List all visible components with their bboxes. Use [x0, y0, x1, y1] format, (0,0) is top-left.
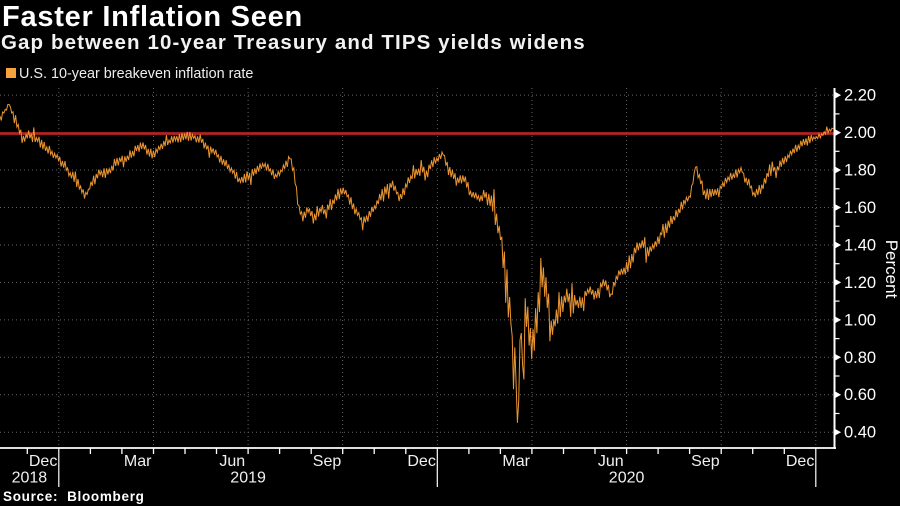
svg-text:2019: 2019: [230, 470, 266, 487]
svg-text:Mar: Mar: [124, 453, 152, 470]
svg-text:2020: 2020: [609, 470, 645, 487]
svg-text:Jun: Jun: [598, 453, 624, 470]
svg-text:1.00: 1.00: [844, 311, 876, 329]
svg-text:Percent: Percent: [882, 240, 900, 299]
svg-text:1.60: 1.60: [844, 199, 876, 217]
svg-text:Dec: Dec: [407, 453, 435, 470]
svg-text:2.00: 2.00: [844, 124, 876, 142]
svg-text:1.20: 1.20: [844, 274, 876, 292]
svg-text:Sep: Sep: [691, 453, 720, 470]
svg-text:Dec: Dec: [29, 453, 57, 470]
svg-text:0.40: 0.40: [844, 424, 876, 442]
svg-text:1.40: 1.40: [844, 237, 876, 255]
svg-text:Mar: Mar: [502, 453, 530, 470]
svg-text:1.80: 1.80: [844, 162, 876, 180]
svg-text:0.80: 0.80: [844, 349, 876, 367]
svg-text:0.60: 0.60: [844, 386, 876, 404]
svg-text:2018: 2018: [12, 470, 48, 487]
svg-text:2.20: 2.20: [844, 87, 876, 105]
svg-text:Dec: Dec: [786, 453, 814, 470]
svg-text:Sep: Sep: [313, 453, 342, 470]
svg-text:Jun: Jun: [219, 453, 245, 470]
